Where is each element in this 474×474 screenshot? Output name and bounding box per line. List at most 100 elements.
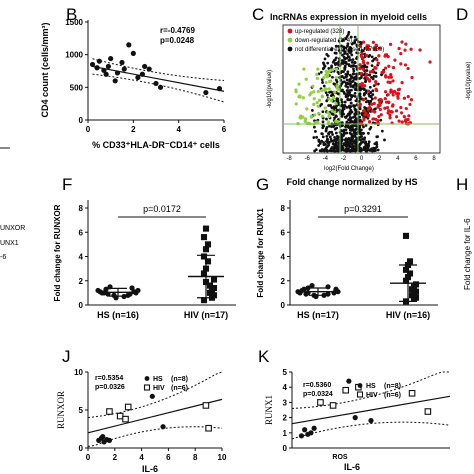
panel-letter-b: B	[66, 5, 77, 24]
c-legend-label: down-regulated (174)	[295, 38, 352, 44]
c-legend-marker	[287, 37, 293, 43]
b-y-tick-label: 1500	[65, 18, 83, 27]
c-point-nodiff	[362, 125, 365, 129]
c-point-nodiff	[325, 126, 329, 129]
j-legend-marker-hiv	[143, 384, 151, 391]
c-point-up	[383, 90, 388, 94]
c-point-nodiff	[342, 132, 346, 136]
b-point	[119, 59, 125, 66]
c-point-nodiff	[343, 50, 347, 54]
c-point-up	[379, 113, 383, 117]
c-point-up	[376, 61, 380, 65]
c-point-up	[406, 66, 410, 71]
c-point-nodiff	[347, 58, 351, 62]
panel-letter-f: F	[62, 175, 72, 194]
c-point-up	[365, 72, 369, 76]
c-point-up	[377, 54, 381, 58]
panel-f: 0 2 4 6 8 p=0.0172 Fold change for RUNXOR HS…	[53, 200, 236, 320]
k-r-value: r=0.5360	[303, 382, 331, 389]
c-point-nodiff	[368, 127, 372, 131]
j-ci-lower	[87, 426, 223, 447]
c-point-nodiff	[349, 93, 353, 97]
c-point-up	[367, 106, 371, 110]
c-point-nodiff	[341, 107, 345, 110]
c-point-up	[402, 96, 407, 100]
c-point-up	[403, 48, 407, 52]
c-point-nodiff	[345, 139, 349, 143]
c-point-up	[428, 60, 432, 64]
c-point-nodiff	[320, 148, 324, 151]
c-point-up	[409, 47, 413, 51]
g-point-hs	[295, 289, 301, 295]
c-point-down	[309, 114, 313, 118]
c-point-nodiff	[353, 139, 357, 142]
panel-letter-j: J	[62, 347, 71, 366]
c-point-nodiff	[331, 60, 335, 64]
c-point-up	[361, 67, 365, 71]
c-point-up	[374, 43, 379, 48]
c-x-label: log2(Fold Change)	[324, 166, 374, 172]
c-point-nodiff	[358, 88, 362, 92]
c-point-up	[384, 100, 389, 104]
c-point-up	[404, 106, 408, 111]
g-point-hiv	[402, 232, 410, 239]
b-y-tick-label: 500	[70, 83, 84, 92]
b-regression-line	[92, 65, 225, 92]
c-point-nodiff	[352, 105, 356, 108]
c-point-down	[298, 116, 302, 120]
b-point	[146, 66, 152, 72]
c-point-down	[331, 96, 335, 100]
g-point-hiv	[406, 258, 414, 265]
c-point-down	[302, 67, 306, 71]
f-y-tick-label: 4	[79, 253, 84, 262]
c-point-up	[366, 114, 370, 118]
c-point-nodiff	[345, 56, 349, 60]
c-point-nodiff	[344, 82, 348, 85]
c-point-nodiff	[347, 142, 350, 146]
c-point-nodiff	[317, 144, 321, 147]
c-point-nodiff	[350, 53, 354, 57]
c-point-nodiff	[352, 67, 355, 71]
c-point-nodiff	[368, 53, 372, 57]
c-point-down	[315, 76, 320, 80]
c-point-up	[404, 118, 408, 122]
c-point-down	[334, 76, 338, 80]
c-point-nodiff	[365, 65, 369, 69]
c-point-nodiff	[330, 48, 334, 52]
c-point-nodiff	[361, 140, 365, 144]
c-point-up	[399, 105, 403, 110]
b-point	[114, 70, 121, 76]
c-point-down	[334, 119, 338, 123]
c-legend-label: up-regulated (328)	[295, 29, 344, 35]
j-x-tick-label: 4	[139, 453, 144, 462]
k-legend-n: (n=6)	[384, 392, 401, 399]
c-point-nodiff	[322, 149, 326, 153]
b-point	[126, 42, 132, 48]
c-point-nodiff	[321, 110, 325, 114]
j-r-value: r=0.5354	[95, 375, 123, 382]
c-point-down	[304, 77, 308, 81]
k-point-hs	[368, 418, 374, 424]
c-point-nodiff	[322, 61, 325, 65]
c-point-nodiff	[324, 142, 327, 146]
c-x-tick-label: 8	[432, 156, 436, 162]
c-point-nodiff	[340, 100, 344, 104]
c-point-nodiff	[364, 124, 368, 127]
c-point-nodiff	[354, 87, 358, 90]
c-legend-marker	[287, 28, 293, 34]
f-y-tick-label: 6	[79, 228, 84, 237]
j-x-tick-label: 0	[86, 453, 91, 462]
c-point-nodiff	[347, 63, 351, 66]
j-point-hiv	[205, 424, 212, 432]
c-point-up	[358, 102, 362, 106]
c-point-nodiff	[348, 82, 351, 86]
c-point-up	[358, 82, 362, 87]
c-point-up	[399, 62, 403, 66]
c-point-nodiff	[362, 132, 366, 135]
k-point-hs	[298, 433, 305, 439]
b-point	[203, 89, 209, 96]
c-point-nodiff	[349, 65, 353, 68]
c-point-nodiff	[350, 80, 354, 84]
c-point-nodiff	[340, 44, 343, 48]
c-point-down	[312, 90, 316, 94]
